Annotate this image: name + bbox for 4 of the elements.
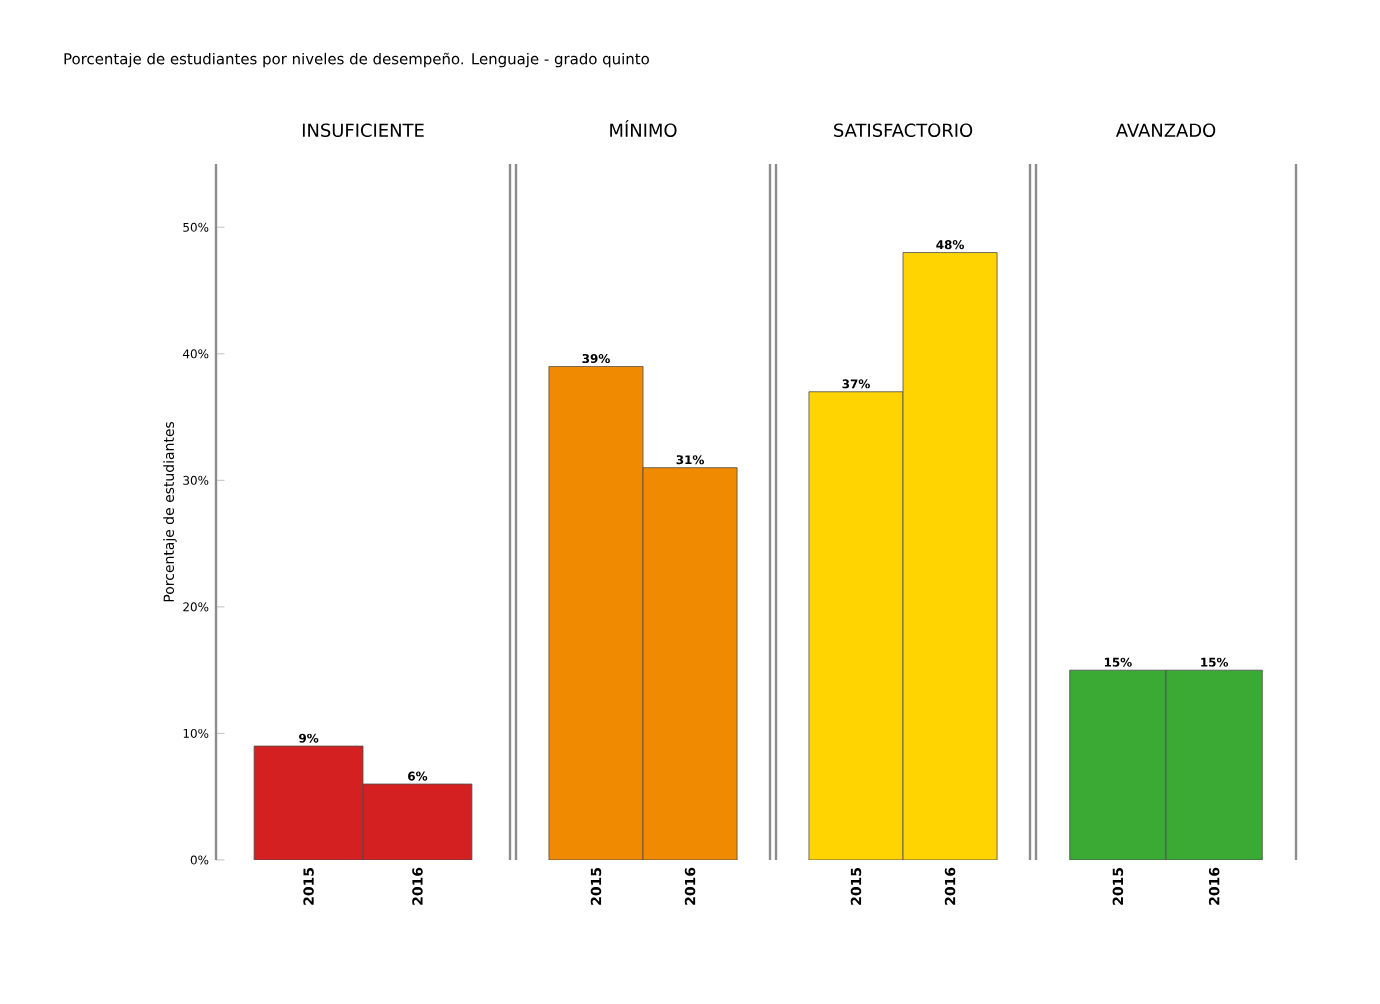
chart-title: AVANZADO (1115, 123, 1216, 137)
chart-title: MÍNIMO (610, 120, 677, 137)
chart-title: SATISFACTORIO (834, 123, 973, 137)
chart-title: INSUFICIENTE (302, 123, 424, 137)
